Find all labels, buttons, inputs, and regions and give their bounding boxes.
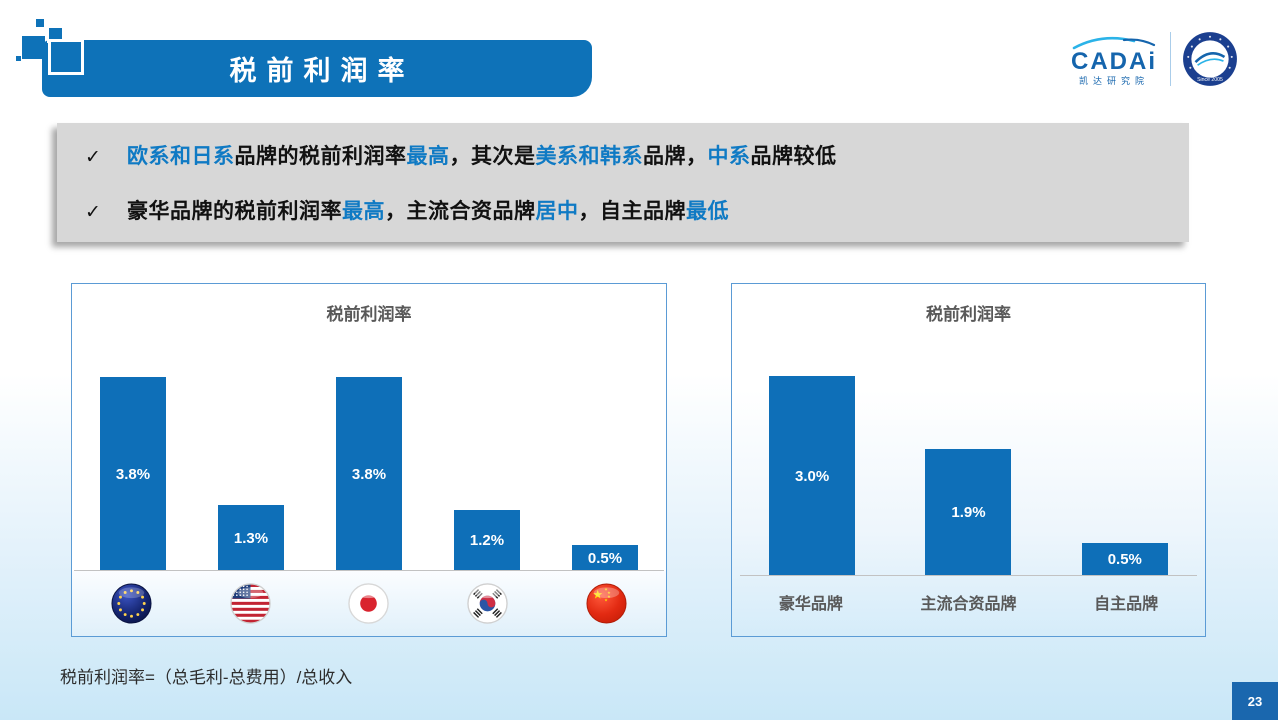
brand-name: CADAi <box>1071 48 1157 75</box>
bar-豪华品牌: 3.0% <box>769 376 856 576</box>
bullet-text: 豪华品牌的税前利润率最高，主流合资品牌居中，自主品牌最低 <box>127 195 729 225</box>
check-icon: ✓ <box>85 147 101 168</box>
bar-主流合资品牌: 1.9% <box>925 449 1012 576</box>
bar-value-label: 0.5% <box>1107 551 1142 568</box>
bullet-segment: 居中 <box>535 200 579 223</box>
chart-title: 税前利润率 <box>926 305 1011 324</box>
bar-column: 1.9% <box>890 336 1046 576</box>
brand-wordmark: CADAi 凯达研究院 <box>1068 32 1160 86</box>
bar-韩系: 1.2% <box>454 510 520 571</box>
check-icon: ✓ <box>85 202 101 223</box>
bar-value-label: 1.9% <box>951 504 986 521</box>
chart-pretax-margin-by-origin: 税前利润率 3.8% 1.3% 3.8% 1.2% 0.5% <box>71 283 667 637</box>
bullet-segment: ，其次是 <box>449 145 536 168</box>
category-label: 豪华品牌 <box>778 596 843 613</box>
brand-badge-icon: Since 2005 <box>1183 32 1237 86</box>
us-flag-icon <box>191 582 310 625</box>
deco-square <box>36 19 44 27</box>
category-label: 主流合资品牌 <box>920 596 1017 613</box>
korea-flag-icon <box>428 582 547 625</box>
bar-column: 0.5% <box>546 341 664 571</box>
bullet-segment: 最低 <box>686 200 729 223</box>
bullet-segment: 最高 <box>406 145 450 168</box>
bullet-segment: 最高 <box>342 200 385 223</box>
bar-column: 3.8% <box>310 341 428 571</box>
logo-divider <box>1170 32 1171 86</box>
bar-value-label: 1.2% <box>469 532 505 549</box>
bullet-segment: 品牌的税前利润率 <box>234 145 407 168</box>
car-swoosh-icon <box>1072 36 1156 50</box>
bar-value-label: 3.8% <box>115 465 151 483</box>
bar-美系: 1.3% <box>218 505 284 571</box>
japan-flag-icon <box>310 582 429 625</box>
bar-自主品牌: 0.5% <box>1081 543 1168 576</box>
page-title-banner: 税前利润率 <box>42 40 592 97</box>
bullet-segment: 欧系和日系 <box>127 145 235 168</box>
chart-title: 税前利润率 <box>326 305 412 324</box>
bar-value-label: 3.0% <box>795 467 830 485</box>
page-title: 税前利润率 <box>229 56 415 86</box>
deco-square <box>48 39 84 75</box>
chart-pretax-margin-by-brand-type: 税前利润率 3.0% 1.9% 0.5% 豪华品牌 主流合资品牌 自主品牌 <box>731 283 1206 637</box>
bullet-segment: 中系 <box>707 145 751 168</box>
deco-square <box>16 56 21 61</box>
bar-column: 1.3% <box>192 341 310 571</box>
bar-value-label: 1.3% <box>233 529 269 547</box>
bar-欧系: 3.8% <box>100 377 166 571</box>
bar-value-label: 0.5% <box>587 549 623 567</box>
china-flag-icon <box>547 582 666 625</box>
bullet-segment: ，自主品牌 <box>578 200 686 223</box>
plot-area: 3.0% 1.9% 0.5% <box>734 336 1203 576</box>
bullet-segment: 品牌， <box>643 145 708 168</box>
bar-value-label: 3.8% <box>351 465 387 483</box>
bar-column: 0.5% <box>1047 336 1203 576</box>
bar-中系: 0.5% <box>572 545 638 571</box>
axis-baseline <box>74 570 664 571</box>
summary-box: ✓ 欧系和日系品牌的税前利润率最高，其次是美系和韩系品牌，中系品牌较低 ✓ 豪华品牌的… <box>57 123 1189 242</box>
page-number: 23 <box>1232 682 1278 720</box>
plot-area: 3.8% 1.3% 3.8% 1.2% 0.5% <box>74 341 664 571</box>
brand-logo: CADAi 凯达研究院 Since 2005 <box>1068 22 1264 96</box>
eu-flag-icon <box>72 582 191 625</box>
deco-square <box>22 36 45 59</box>
bullet-item: ✓ 欧系和日系品牌的税前利润率最高，其次是美系和韩系品牌，中系品牌较低 <box>85 140 1161 170</box>
bullet-segment: 豪华品牌的税前利润率 <box>127 200 342 223</box>
category-label-row: 豪华品牌 主流合资品牌 自主品牌 <box>732 590 1205 614</box>
bar-column: 3.0% <box>734 336 890 576</box>
badge-caption: Since 2005 <box>1197 77 1223 83</box>
bar-column: 3.8% <box>74 341 192 571</box>
category-flag-row <box>72 571 666 636</box>
bullet-segment: 美系和韩系 <box>535 145 643 168</box>
brand-subtitle: 凯达研究院 <box>1078 76 1149 86</box>
axis-baseline <box>740 575 1197 576</box>
bar-日系: 3.8% <box>336 377 402 571</box>
bullet-segment: 品牌较低 <box>750 145 837 168</box>
formula-note: 税前利润率=（总毛利-总费用）/总收入 <box>60 668 353 687</box>
bar-column: 1.2% <box>428 341 546 571</box>
bullet-segment: ，主流合资品牌 <box>385 200 536 223</box>
category-label: 自主品牌 <box>1094 596 1159 613</box>
bullet-text: 欧系和日系品牌的税前利润率最高，其次是美系和韩系品牌，中系品牌较低 <box>127 140 837 170</box>
bullet-item: ✓ 豪华品牌的税前利润率最高，主流合资品牌居中，自主品牌最低 <box>85 195 1161 225</box>
